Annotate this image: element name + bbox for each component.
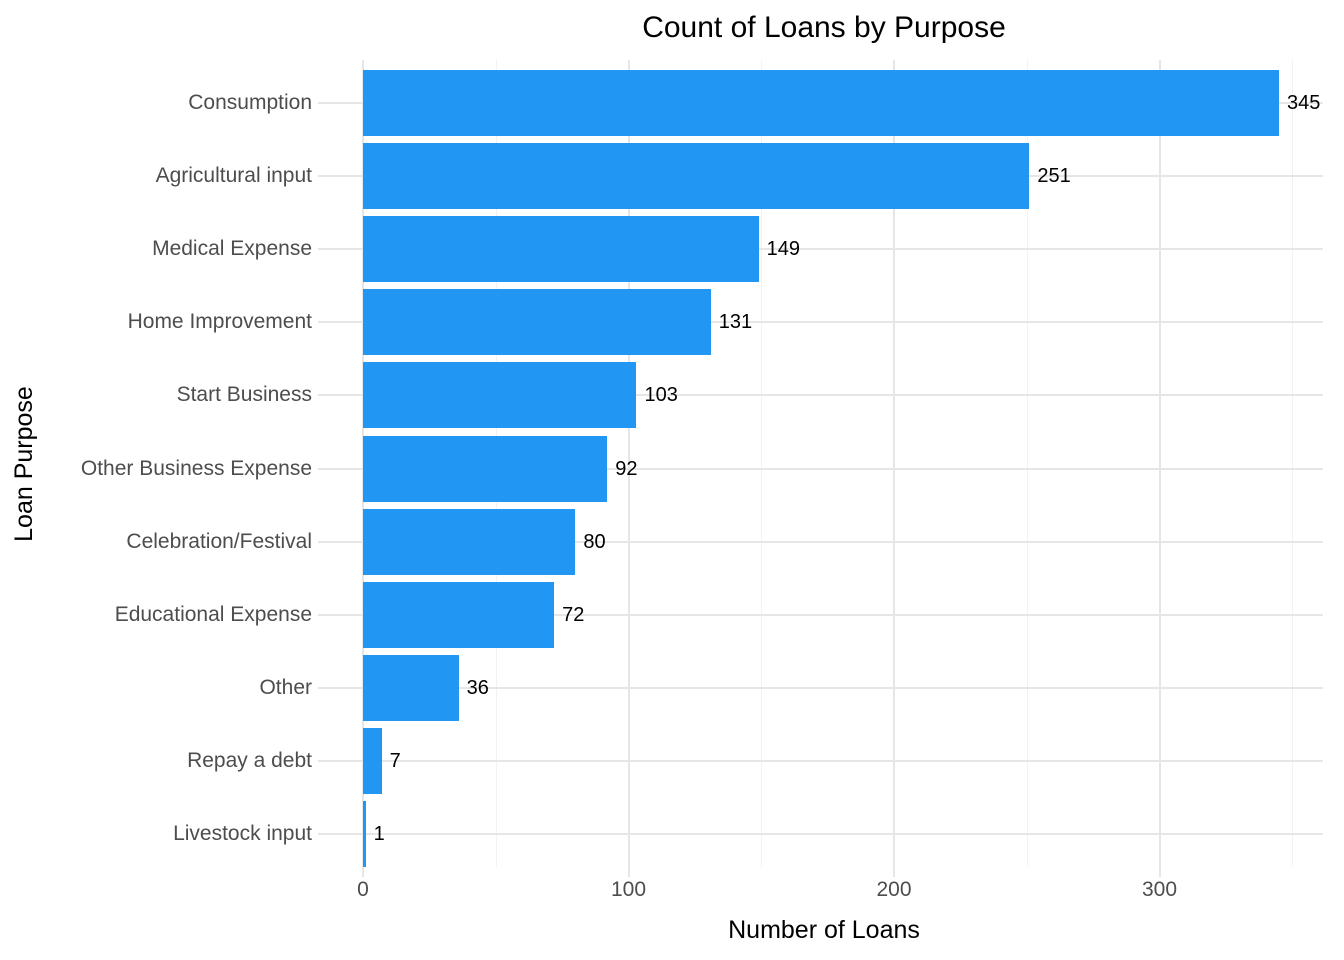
gridline-major-y (363, 321, 1323, 324)
gridline-major-y (363, 833, 1323, 835)
bar (363, 654, 459, 721)
bar-value-label: 103 (644, 384, 678, 407)
x-tick (362, 867, 364, 877)
category-label: Livestock input (173, 822, 312, 845)
gridline-major-y (363, 540, 1323, 543)
bar (363, 581, 555, 648)
category-label: Repay a debt (187, 748, 312, 772)
y-tick (318, 248, 363, 251)
bar (363, 508, 576, 575)
category-label: Consumption (188, 91, 312, 114)
x-tick-label: 200 (876, 878, 912, 901)
category-label: Home Improvement (127, 310, 312, 334)
x-axis-title: Number of Loans (728, 916, 920, 944)
y-tick (318, 759, 363, 762)
category-label: Start Business (176, 383, 312, 407)
y-tick (318, 686, 363, 689)
category-label: Medical Expense (152, 237, 312, 261)
gridline-major-x (893, 60, 895, 867)
y-tick (318, 394, 363, 397)
bar-value-label: 92 (615, 457, 638, 480)
bar-value-label: 251 (1037, 165, 1071, 188)
gridline-major-y (363, 248, 1323, 251)
gridline-major-y (363, 467, 1323, 470)
y-tick (318, 175, 363, 178)
category-label: Agricultural input (155, 164, 312, 188)
gridline-major-x (1158, 60, 1161, 867)
bar-value-label: 149 (766, 238, 800, 261)
y-tick (318, 102, 363, 104)
bar-value-label: 36 (466, 676, 489, 699)
x-tick-label: 0 (357, 878, 369, 901)
category-label: Other Business Expense (80, 456, 312, 480)
x-tick-label: 300 (1141, 878, 1178, 901)
bar-value-label: 1 (373, 823, 385, 845)
y-tick (318, 321, 363, 324)
y-tick (318, 540, 363, 543)
bar (363, 216, 759, 283)
x-tick (893, 867, 895, 877)
category-label: Other (259, 675, 312, 699)
chart-title: Count of Loans by Purpose (642, 11, 1006, 44)
bar-value-label: 7 (389, 749, 401, 772)
gridline-major-y (363, 759, 1323, 762)
bar-value-label: 80 (583, 530, 606, 553)
gridline-minor-x (1292, 60, 1294, 867)
bar (363, 801, 366, 867)
category-label: Celebration/Festival (126, 529, 312, 553)
x-tick-label: 100 (610, 878, 647, 901)
gridline-major-y (363, 394, 1323, 397)
bar-value-label: 345 (1286, 92, 1321, 114)
gridline-major-y (363, 613, 1323, 616)
x-tick (627, 867, 630, 877)
category-label: Educational Expense (114, 602, 312, 626)
bar (363, 362, 637, 429)
gridline-minor-x (1026, 60, 1028, 867)
gridline-minor-x (761, 60, 763, 867)
bar (363, 143, 1030, 210)
y-tick (318, 833, 363, 835)
gridline-major-y (363, 686, 1323, 689)
y-tick (318, 467, 363, 470)
gridline-major-x (627, 60, 630, 867)
bar (363, 70, 1279, 136)
bar-value-label: 72 (562, 603, 585, 626)
y-tick (318, 613, 363, 616)
x-tick (1158, 867, 1161, 877)
bar (363, 727, 382, 794)
bar (363, 289, 711, 356)
bar-value-label: 131 (718, 311, 753, 334)
bar (363, 435, 608, 502)
